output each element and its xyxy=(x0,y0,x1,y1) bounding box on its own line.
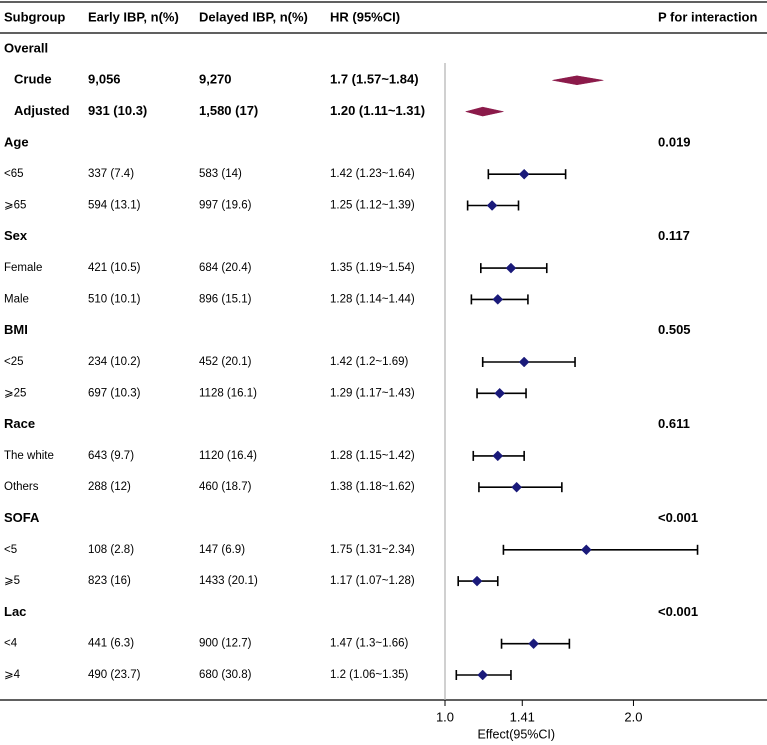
early-value: 490 (23.7) xyxy=(88,669,141,681)
header-early: Early IBP, n(%) xyxy=(88,9,179,24)
early-value: 9,056 xyxy=(88,72,121,87)
row-label: Adjusted xyxy=(14,103,70,118)
header-hr: HR (95%CI) xyxy=(330,9,400,24)
delayed-value: 896 (15.1) xyxy=(199,293,252,305)
point-estimate xyxy=(492,450,504,462)
hr-value: 1.29 (1.17~1.43) xyxy=(330,387,415,399)
summary-diamond xyxy=(464,106,504,117)
point-estimate xyxy=(505,262,517,274)
row-label: The white xyxy=(4,450,54,462)
section-label: Overall xyxy=(4,40,48,55)
p-value: 0.019 xyxy=(658,134,691,149)
hr-value: 1.17 (1.07~1.28) xyxy=(330,575,415,587)
delayed-value: 680 (30.8) xyxy=(199,669,252,681)
early-value: 441 (6.3) xyxy=(88,638,134,650)
early-value: 337 (7.4) xyxy=(88,168,134,180)
point-estimate xyxy=(471,575,483,587)
early-value: 823 (16) xyxy=(88,575,131,587)
early-value: 421 (10.5) xyxy=(88,262,141,274)
hr-value: 1.2 (1.06~1.35) xyxy=(330,669,408,681)
section-label: Race xyxy=(4,416,35,431)
delayed-value: 9,270 xyxy=(199,72,232,87)
delayed-value: 452 (20.1) xyxy=(199,356,252,368)
delayed-value: 1433 (20.1) xyxy=(199,575,258,587)
point-estimate xyxy=(492,294,504,305)
row-label: ⩾4 xyxy=(4,669,21,681)
hr-value: 1.75 (1.31~2.34) xyxy=(330,544,415,556)
early-value: 931 (10.3) xyxy=(88,103,147,118)
hr-value: 1.42 (1.2~1.69) xyxy=(330,356,408,368)
row-label: <65 xyxy=(4,168,24,180)
header-delayed: Delayed IBP, n(%) xyxy=(199,9,308,24)
row-label: Others xyxy=(4,481,39,493)
early-value: 697 (10.3) xyxy=(88,387,141,399)
early-value: 594 (13.1) xyxy=(88,200,141,212)
early-value: 510 (10.1) xyxy=(88,293,141,305)
row-label: Female xyxy=(4,262,42,274)
section-label: Sex xyxy=(4,228,28,243)
delayed-value: 583 (14) xyxy=(199,168,242,180)
row-label: <4 xyxy=(4,638,18,650)
header-p: P for interaction xyxy=(658,9,758,24)
hr-value: 1.28 (1.15~1.42) xyxy=(330,450,415,462)
section-label: BMI xyxy=(4,322,28,337)
delayed-value: 147 (6.9) xyxy=(199,544,245,556)
hr-value: 1.38 (1.18~1.62) xyxy=(330,481,415,493)
point-estimate xyxy=(518,168,530,180)
row-label: Male xyxy=(4,293,29,305)
hr-value: 1.42 (1.23~1.64) xyxy=(330,168,415,180)
delayed-value: 997 (19.6) xyxy=(199,200,252,212)
hr-value: 1.25 (1.12~1.39) xyxy=(330,200,415,212)
point-estimate xyxy=(486,200,498,211)
early-value: 288 (12) xyxy=(88,481,131,493)
hr-value: 1.35 (1.19~1.54) xyxy=(330,262,415,274)
header-subgroup: Subgroup xyxy=(4,9,65,24)
delayed-value: 1128 (16.1) xyxy=(199,387,257,399)
plot-layer: 1.0 1.41 2.0 Effect(95%CI) xyxy=(436,63,699,741)
row-label: Crude xyxy=(14,72,52,87)
p-value: 0.611 xyxy=(658,416,690,431)
hr-value: 1.20 (1.11~1.31) xyxy=(330,103,425,118)
delayed-value: 460 (18.7) xyxy=(199,481,252,493)
early-value: 234 (10.2) xyxy=(88,356,141,368)
row-label: <5 xyxy=(4,544,17,556)
p-value: 0.505 xyxy=(658,322,691,337)
delayed-value: 1,580 (17) xyxy=(199,103,258,118)
x-tick-label: 1.0 xyxy=(436,709,454,724)
summary-diamond xyxy=(552,75,604,86)
point-estimate xyxy=(580,544,592,556)
p-value: <0.001 xyxy=(658,510,698,525)
point-estimate xyxy=(528,638,539,650)
delayed-value: 900 (12.7) xyxy=(199,638,252,650)
x-tick-label: 2.0 xyxy=(624,709,642,724)
point-estimate xyxy=(494,387,506,399)
hr-value: 1.28 (1.14~1.44) xyxy=(330,293,415,305)
table-layer: Subgroup Early IBP, n(%) Delayed IBP, n(%)… xyxy=(0,1,767,701)
x-axis-label: Effect(95%CI) xyxy=(477,727,555,741)
early-value: 643 (9.7) xyxy=(88,450,134,462)
hr-value: 1.7 (1.57~1.84) xyxy=(330,72,419,87)
early-value: 108 (2.8) xyxy=(88,544,134,556)
section-label: Age xyxy=(4,134,29,149)
p-value: <0.001 xyxy=(658,604,698,619)
row-label: ⩾25 xyxy=(4,387,26,399)
row-label: ⩾5 xyxy=(4,575,20,587)
section-label: Lac xyxy=(4,604,26,619)
point-estimate xyxy=(518,356,530,368)
point-estimate xyxy=(477,669,489,681)
section-label: SOFA xyxy=(4,510,40,525)
delayed-value: 684 (20.4) xyxy=(199,262,252,274)
p-value: 0.117 xyxy=(658,228,690,243)
hr-value: 1.47 (1.3~1.66) xyxy=(330,638,408,650)
point-estimate xyxy=(511,481,522,493)
delayed-value: 1120 (16.4) xyxy=(199,450,257,462)
row-label: ⩾65 xyxy=(4,200,26,212)
x-tick-label: 1.41 xyxy=(510,709,535,724)
row-label: <25 xyxy=(4,356,24,368)
